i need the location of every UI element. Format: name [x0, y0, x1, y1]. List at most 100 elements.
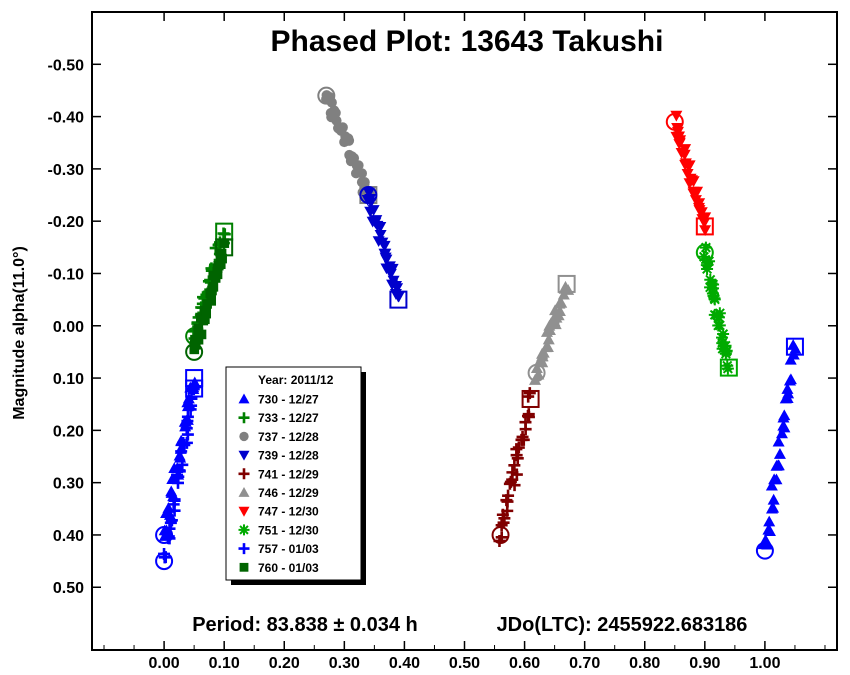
data-point-757 [185, 392, 198, 405]
data-point-751 [706, 287, 719, 300]
legend-marker [238, 450, 250, 461]
data-point-760 [201, 306, 211, 317]
data-point-739 [374, 229, 387, 241]
data-point-760 [196, 329, 207, 340]
y-tick-label: -0.40 [48, 110, 85, 127]
legend-entry-label: 746 - 12/29 [258, 486, 319, 500]
data-point-741 [508, 479, 521, 492]
data-point-741 [516, 430, 529, 443]
data-point-747 [698, 217, 711, 229]
data-point-757 [175, 445, 188, 458]
data-point-757 [189, 380, 202, 393]
data-point-751 [704, 273, 717, 286]
legend-marker [238, 506, 250, 517]
data-point-751 [721, 362, 734, 375]
data-point-wrapped-730 [778, 421, 791, 433]
x-tick-label: 0.20 [269, 655, 300, 672]
axes: 0.00 0.10 0.20 0.30 0.40 0.50 0.60 0.70 0.80 0.90… [48, 12, 837, 672]
data-point-747 [673, 131, 686, 143]
data-point-746 [530, 362, 543, 373]
segment-start-marker-747 [665, 112, 684, 131]
data-point-737 [356, 168, 367, 179]
data-point-739 [391, 283, 404, 295]
data-point-760 [217, 253, 227, 264]
segment-start-marker-760 [185, 342, 204, 361]
segment-start-marker-wrapped-730 [755, 541, 774, 560]
data-point-739 [386, 263, 399, 275]
data-point-747 [693, 198, 706, 210]
data-point-741 [522, 408, 535, 421]
data-point-747 [673, 137, 686, 149]
legend-marker [238, 393, 250, 404]
data-point-746 [537, 346, 550, 358]
data-point-741 [510, 468, 523, 481]
epoch-annotation: JDo(LTC): 2455922.683186 [497, 614, 748, 636]
data-point-wrapped-730 [763, 515, 776, 527]
x-tick-label: 0.00 [149, 655, 180, 672]
data-point-739 [378, 240, 391, 252]
data-point-751 [703, 255, 716, 268]
segment-end-marker-757 [185, 379, 204, 398]
data-point-760 [210, 273, 221, 283]
y-tick-label: 0.40 [53, 528, 84, 545]
legend-entry-label: 757 - 01/03 [258, 542, 319, 556]
legend-marker [238, 468, 250, 480]
data-point-wrapped-730 [781, 392, 794, 404]
data-point-751 [708, 293, 721, 306]
data-point-741 [495, 519, 508, 532]
data-point-wrapped-730 [772, 435, 785, 447]
data-point-751 [713, 307, 726, 320]
data-point-739 [392, 291, 405, 303]
x-tick-label: 1.00 [749, 655, 780, 672]
data-point-737 [353, 160, 364, 171]
y-tick-label: -0.50 [48, 57, 85, 74]
legend-entry-label: 737 - 12/28 [258, 430, 319, 444]
data-point-757 [187, 383, 200, 396]
data-point-wrapped-730 [787, 339, 800, 350]
segment-end-marker-739 [389, 290, 408, 309]
legend-entry-label: 751 - 12/30 [258, 523, 319, 537]
data-point-wrapped-730 [778, 409, 791, 421]
x-tick-label: 0.90 [689, 655, 720, 672]
segment-start-marker-746 [527, 363, 546, 382]
data-point-wrapped-730 [763, 525, 776, 537]
legend-marker [239, 431, 249, 442]
data-point-739 [379, 252, 392, 264]
data-point-741 [498, 512, 511, 525]
data-point-746 [549, 318, 562, 330]
y-tick-label: -0.10 [48, 266, 85, 283]
y-tick-label: 0.20 [53, 423, 84, 440]
x-tick-label: 0.70 [569, 655, 600, 672]
data-point-741 [502, 489, 515, 502]
legend-entry-label: 747 - 12/30 [258, 505, 319, 519]
y-tick-label: 0.30 [53, 476, 84, 493]
data-point-739 [374, 222, 387, 233]
data-point-741 [523, 387, 536, 400]
data-point-747 [679, 144, 692, 155]
legend-marker [238, 543, 250, 555]
data-point-wrapped-730 [784, 373, 797, 385]
segment-end-marker-747 [695, 217, 714, 236]
data-point-751 [699, 241, 712, 254]
x-tick-label: 0.30 [329, 655, 360, 672]
data-point-733 [217, 227, 230, 240]
segment-start-marker-741 [491, 525, 510, 544]
data-point-wrapped-730 [772, 459, 785, 471]
data-point-751 [701, 262, 714, 275]
data-point-751 [717, 340, 730, 353]
y-tick-label: -0.20 [48, 214, 85, 231]
legend-entry-label: 741 - 12/29 [258, 467, 319, 481]
legend-marker [238, 412, 250, 424]
data-point-760 [206, 296, 217, 306]
legend-marker [239, 562, 249, 572]
y-tick-label: 0.00 [53, 319, 84, 336]
data-point-747 [685, 175, 698, 187]
chart-title: Phased Plot: 13643 Takushi [271, 25, 664, 58]
legend-entry-label: 733 - 12/27 [258, 411, 319, 425]
data-point-wrapped-730 [765, 479, 778, 491]
data-point-760 [206, 287, 216, 298]
segment-end-marker-746 [557, 274, 576, 293]
data-point-760 [219, 238, 230, 248]
data-point-760 [216, 248, 227, 259]
